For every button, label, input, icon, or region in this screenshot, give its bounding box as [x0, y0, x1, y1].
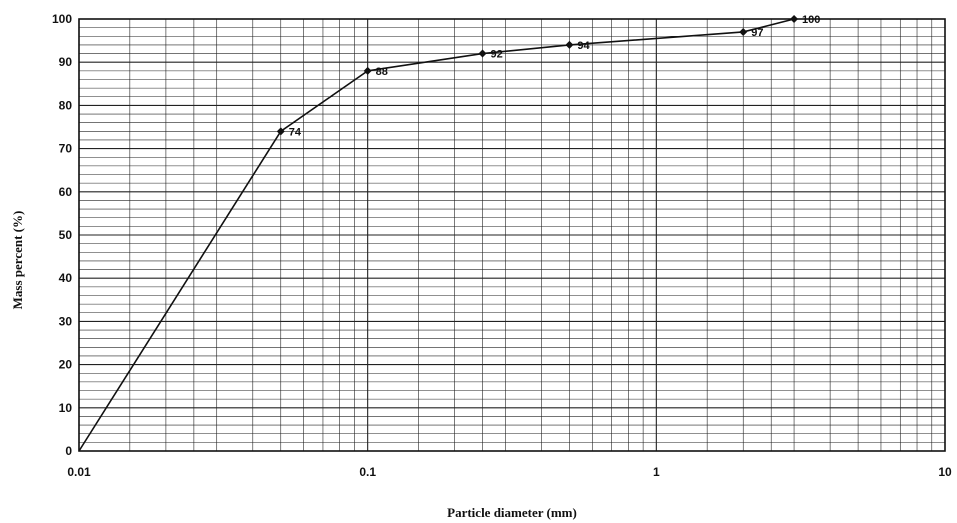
y-tick-label: 10 [59, 401, 73, 415]
y-tick-label: 60 [59, 185, 73, 199]
data-label: 74 [289, 126, 302, 138]
x-axis-title: Particle diameter (mm) [447, 505, 577, 520]
data-point-marker [739, 27, 748, 36]
x-tick-label: 0.01 [67, 465, 91, 479]
x-tick-label: 10 [938, 465, 952, 479]
x-tick-label: 1 [653, 465, 660, 479]
data-label: 97 [751, 27, 763, 39]
y-tick-label: 70 [59, 142, 73, 156]
data-label: 94 [577, 40, 590, 52]
data-series: 74 88 92 94 97 100 [78, 14, 820, 452]
plot-frame [78, 18, 946, 452]
y-tick-label: 50 [59, 228, 73, 242]
data-point-marker [565, 40, 574, 49]
grid-lines [78, 18, 945, 452]
y-tick-label: 0 [65, 444, 72, 458]
y-axis-title: Mass percent (%) [10, 211, 25, 310]
data-point-marker [790, 15, 799, 23]
data-point-marker [363, 66, 372, 75]
x-tick-label: 0.1 [359, 465, 376, 479]
y-tick-label: 40 [59, 271, 73, 285]
y-tick-label: 80 [59, 98, 73, 112]
y-tick-label: 30 [59, 314, 73, 328]
data-label: 100 [802, 14, 820, 26]
data-label: 92 [491, 49, 503, 61]
data-point-marker [478, 49, 487, 58]
data-label: 88 [376, 66, 388, 78]
y-tick-label: 20 [59, 358, 73, 372]
data-point-marker [276, 127, 285, 136]
x-tick-labels: 0.01 0.1 1 10 [67, 465, 952, 479]
y-tick-label: 100 [52, 12, 72, 26]
y-tick-label: 90 [59, 55, 73, 69]
y-tick-labels: 0 10 20 30 40 50 60 70 80 90 100 [52, 12, 72, 458]
